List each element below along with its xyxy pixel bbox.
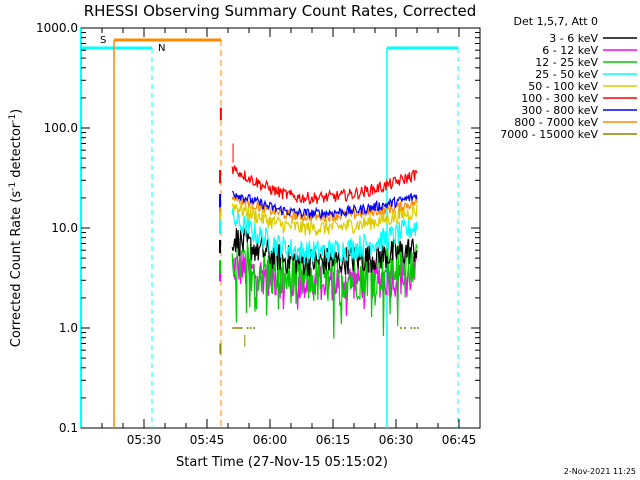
series-point — [253, 327, 255, 329]
series-line — [231, 201, 418, 236]
series-point — [400, 327, 402, 329]
legend-label: 3 - 6 keV — [549, 32, 598, 45]
series-point — [404, 327, 406, 329]
y-axis-label-sup2: -1 — [8, 114, 18, 123]
series-point — [246, 327, 249, 329]
legend-label: 7000 - 15000 keV — [500, 128, 598, 141]
footer-date: 2-Nov-2021 11:25 — [564, 467, 636, 476]
legend-label: 50 - 100 keV — [528, 80, 598, 93]
x-tick-label: 05:30 — [127, 433, 162, 447]
x-axis-ticks: 05:30 05:45 06:00 06:15 06:30 06:45 — [101, 28, 481, 447]
y-axis-label-main: Corrected Count Rate (s — [9, 191, 24, 348]
legend-label: 800 - 7000 keV — [514, 116, 598, 129]
plot-frame — [80, 27, 481, 429]
series-line — [231, 207, 418, 264]
y-axis-label: Corrected Count Rate (s-1 detector-1) — [8, 109, 24, 347]
annotation-n: N — [158, 43, 165, 54]
y-axis-label-tail: detector — [9, 122, 24, 182]
y-axis-ticks: 0.1 1.0 10.0 100.0 1000.0 — [36, 21, 480, 435]
x-tick-label: 05:45 — [190, 433, 225, 447]
series-point — [414, 327, 416, 329]
annotation-s: S — [100, 35, 106, 46]
x-tick-label: 06:45 — [442, 433, 477, 447]
y-axis-label-sup1: -1 — [8, 182, 18, 191]
y-tick-label: 0.1 — [59, 421, 78, 435]
legend-label: 6 - 12 keV — [542, 44, 598, 57]
series-group — [219, 107, 419, 354]
y-axis-label-close: ) — [9, 109, 24, 114]
series-point — [249, 327, 252, 329]
x-tick-label: 06:00 — [253, 433, 288, 447]
series-line — [231, 251, 418, 317]
x-tick-label: 06:15 — [316, 433, 351, 447]
series-line — [231, 190, 418, 219]
legend-label: 300 - 800 keV — [521, 104, 598, 117]
legend-label: 25 - 50 keV — [535, 68, 598, 81]
y-tick-label: 100.0 — [44, 121, 78, 135]
chart-title: RHESSI Observing Summary Count Rates, Co… — [84, 2, 477, 20]
legend-title: Det 1,5,7, Att 0 — [514, 15, 598, 28]
series-line — [231, 164, 418, 205]
y-tick-label: 1000.0 — [36, 21, 78, 35]
y-tick-label: 10.0 — [51, 221, 78, 235]
legend-label: 100 - 300 keV — [521, 92, 598, 105]
x-axis-label: Start Time (27-Nov-15 05:15:02) — [176, 455, 388, 470]
y-tick-label: 1.0 — [59, 321, 78, 335]
x-tick-label: 06:30 — [379, 433, 414, 447]
series-point — [410, 327, 413, 329]
legend-label: 12 - 25 keV — [535, 56, 598, 69]
series-point — [417, 327, 419, 329]
